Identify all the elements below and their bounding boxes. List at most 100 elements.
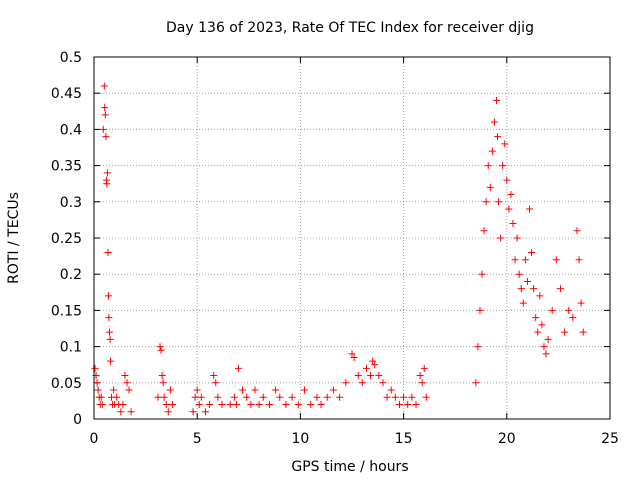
grid-lines xyxy=(94,57,610,419)
y-tick-label: 0.05 xyxy=(51,376,82,392)
data-point xyxy=(501,140,509,148)
data-point xyxy=(371,361,379,369)
x-tick-label: 5 xyxy=(193,431,202,447)
data-point xyxy=(503,176,511,184)
data-point xyxy=(511,256,519,264)
x-tick-label: 10 xyxy=(291,431,309,447)
y-tick-label: 0.5 xyxy=(60,50,82,66)
data-point xyxy=(156,343,164,351)
x-tick-label: 20 xyxy=(498,431,516,447)
data-point xyxy=(499,162,507,170)
data-point xyxy=(472,379,480,387)
data-point xyxy=(391,393,399,401)
data-point xyxy=(490,118,498,126)
data-point xyxy=(91,364,99,372)
data-point xyxy=(104,248,112,256)
data-point xyxy=(232,401,240,409)
data-point xyxy=(226,401,234,409)
data-point xyxy=(234,364,242,372)
data-point xyxy=(101,104,109,112)
data-point xyxy=(556,285,564,293)
data-point xyxy=(408,393,416,401)
data-point xyxy=(478,270,486,278)
data-point xyxy=(101,111,109,119)
data-point xyxy=(247,401,255,409)
data-point xyxy=(387,386,395,394)
data-point xyxy=(158,372,166,380)
data-point xyxy=(484,162,492,170)
data-point xyxy=(212,379,220,387)
data-point xyxy=(495,198,503,206)
data-point xyxy=(488,147,496,155)
x-tick-labels: 0 5 10 15 20 25 xyxy=(90,431,619,447)
data-point xyxy=(98,401,106,409)
data-point xyxy=(102,133,110,141)
data-point xyxy=(99,125,107,133)
data-point xyxy=(474,343,482,351)
x-tick-label: 0 xyxy=(90,431,99,447)
data-point xyxy=(313,393,321,401)
data-point xyxy=(191,393,199,401)
data-point xyxy=(127,408,135,416)
data-point xyxy=(362,364,370,372)
data-point xyxy=(577,299,585,307)
data-points xyxy=(91,82,587,416)
data-point xyxy=(265,401,273,409)
data-point xyxy=(526,205,534,213)
data-point xyxy=(412,401,420,409)
data-point xyxy=(513,234,521,242)
data-point xyxy=(569,314,577,322)
data-point xyxy=(544,335,552,343)
data-point xyxy=(243,393,251,401)
data-point xyxy=(123,379,131,387)
data-point xyxy=(239,386,247,394)
y-tick-label: 0.2 xyxy=(60,267,82,283)
data-point xyxy=(288,393,296,401)
data-point xyxy=(97,393,105,401)
data-point xyxy=(521,256,529,264)
data-point xyxy=(113,393,121,401)
data-point xyxy=(162,401,170,409)
data-point xyxy=(197,393,205,401)
data-point xyxy=(276,393,284,401)
data-point xyxy=(482,198,490,206)
data-point xyxy=(507,191,515,199)
data-point xyxy=(189,408,197,416)
data-point xyxy=(117,408,125,416)
data-point xyxy=(100,82,108,90)
data-point xyxy=(301,386,309,394)
data-point xyxy=(104,292,112,300)
data-point xyxy=(404,401,412,409)
data-point xyxy=(486,183,494,191)
data-point xyxy=(528,248,536,256)
data-point xyxy=(367,372,375,380)
data-point xyxy=(329,386,337,394)
data-point xyxy=(494,133,502,141)
data-point xyxy=(107,357,115,365)
y-tick-label: 0.45 xyxy=(51,86,82,102)
data-point xyxy=(350,353,358,361)
y-tick-label: 0.1 xyxy=(60,340,82,356)
data-point xyxy=(154,393,162,401)
data-point xyxy=(342,379,350,387)
data-point xyxy=(157,346,165,354)
data-point xyxy=(515,270,523,278)
data-point xyxy=(542,350,550,358)
data-point xyxy=(282,401,290,409)
data-point xyxy=(336,393,344,401)
data-point xyxy=(166,386,174,394)
x-tick-label: 15 xyxy=(395,431,413,447)
data-point xyxy=(420,364,428,372)
data-point xyxy=(565,306,573,314)
data-point xyxy=(206,401,214,409)
data-point xyxy=(536,292,544,300)
data-point xyxy=(579,328,587,336)
data-point xyxy=(476,306,484,314)
y-tick-label: 0.15 xyxy=(51,303,82,319)
data-point xyxy=(323,393,331,401)
data-point xyxy=(230,393,238,401)
data-point xyxy=(94,386,102,394)
data-point xyxy=(573,227,581,235)
data-point xyxy=(509,220,517,228)
y-axis-label: ROTI / TECUs xyxy=(6,192,22,284)
